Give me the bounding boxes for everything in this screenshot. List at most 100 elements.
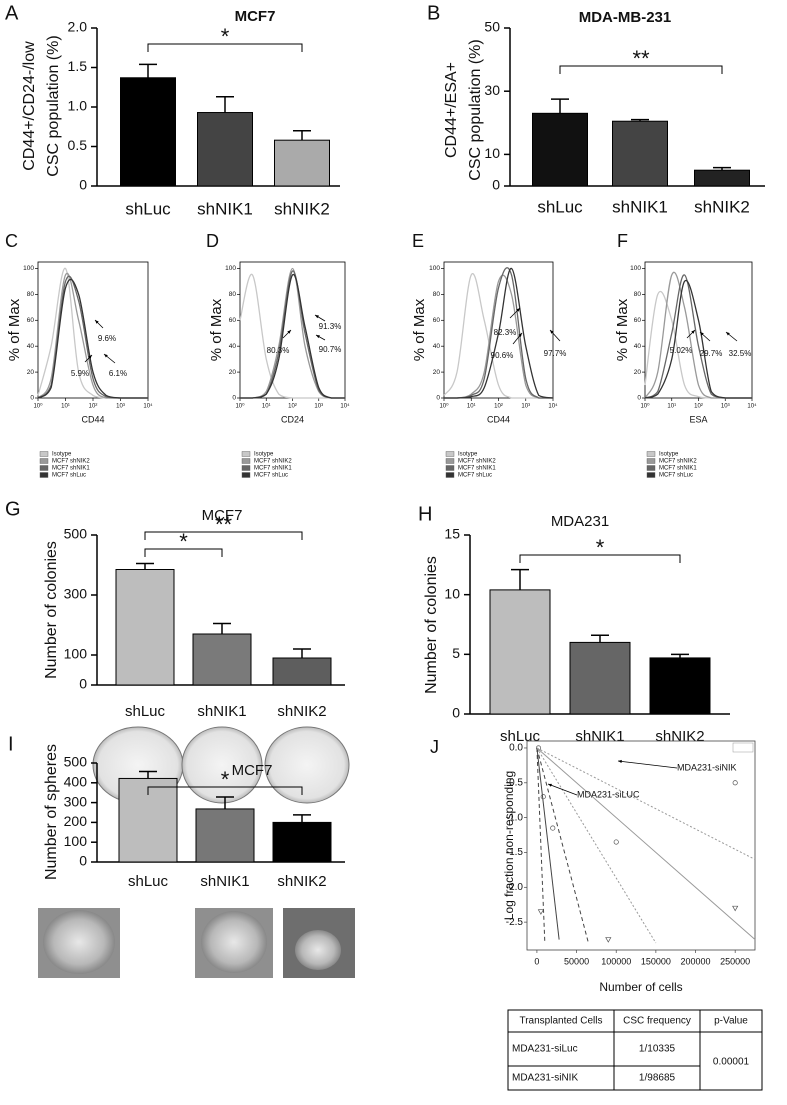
y-axis-label: Log fraction non-responding xyxy=(502,771,516,920)
legend-swatch xyxy=(445,472,455,478)
table-header: p-Value xyxy=(714,1016,748,1027)
plot-frame xyxy=(37,261,149,399)
y-axis-label: % of Max xyxy=(411,298,428,361)
arrow-head xyxy=(315,315,319,319)
y-tick-label: 1.0 xyxy=(68,98,88,114)
annotation: 90.7% xyxy=(319,345,342,354)
panel-letter: I xyxy=(8,733,14,755)
bar xyxy=(272,821,332,863)
legend-label: MCF7 shNIK2 xyxy=(659,459,697,465)
significance-label: ** xyxy=(632,46,650,71)
histogram-curve xyxy=(240,274,345,399)
legend-label: MCF7 shLuc xyxy=(659,473,693,479)
x-axis-label: ESA xyxy=(689,414,707,424)
legend-label: Isotype xyxy=(52,452,72,458)
data-point xyxy=(550,825,556,831)
significance-bracket xyxy=(144,548,223,557)
chart-title: MDA-MB-231 xyxy=(579,9,672,26)
table-header: Transplanted Cells xyxy=(519,1016,602,1027)
y-tick-label: -0.5 xyxy=(506,777,524,788)
x-tick-label: 150000 xyxy=(641,956,671,966)
y-tick-label: 300 xyxy=(64,793,88,809)
fit-line xyxy=(536,747,546,944)
significance-bracket xyxy=(147,786,303,795)
x-tick-label: shNIK2 xyxy=(277,703,326,720)
legend-swatch xyxy=(241,465,251,471)
y-tick-label: 200 xyxy=(64,813,88,829)
plot-frame xyxy=(239,261,346,399)
panel-letter: E xyxy=(412,231,424,251)
legend-swatch xyxy=(646,465,656,471)
legend-swatch xyxy=(646,458,656,464)
x-tick-label: 10² xyxy=(694,404,703,410)
y-axis-label: CD44+/CD24-/low xyxy=(21,41,38,171)
panel-letter: J xyxy=(430,737,439,757)
x-axis-label: CD44 xyxy=(487,414,510,424)
significance-bracket xyxy=(144,531,303,540)
y-tick-label: 0 xyxy=(79,676,87,692)
arrow-head xyxy=(700,332,704,336)
y-tick-label: 10 xyxy=(444,585,460,601)
y-tick-label: 80 xyxy=(433,291,441,298)
annotation: 90.6% xyxy=(491,351,514,360)
frequency-table: Transplanted Cells CSC frequency p-Value… xyxy=(507,1009,763,1091)
arrow-head xyxy=(691,330,695,334)
y-tick-label: 60 xyxy=(27,317,35,324)
arrow-head xyxy=(287,330,291,334)
fit-line xyxy=(536,747,756,860)
table-cell: MDA231-siLuc xyxy=(512,1044,578,1055)
data-point xyxy=(537,909,544,915)
bar xyxy=(612,120,668,187)
histogram-curve xyxy=(239,274,345,399)
x-tick-label: shLuc xyxy=(128,873,169,890)
bar xyxy=(120,77,176,187)
x-tick-label: shNIK2 xyxy=(274,199,330,218)
y-axis-label: Number of spheres xyxy=(43,744,60,880)
y-tick-label: 20 xyxy=(634,369,642,376)
panel-letter: F xyxy=(617,231,628,251)
fit-line xyxy=(536,747,560,940)
fit-line xyxy=(536,747,756,940)
arrow-head xyxy=(95,320,99,324)
legend-swatch xyxy=(39,465,49,471)
annotation: 6.1% xyxy=(109,369,127,378)
x-tick-label: 10² xyxy=(288,404,297,410)
data-point xyxy=(732,780,738,786)
y-tick-label: 80 xyxy=(27,291,35,298)
x-tick-label: shNIK2 xyxy=(694,197,750,216)
y-tick-label: 5 xyxy=(452,645,460,661)
y-tick-label: 2.0 xyxy=(68,19,88,35)
annotation: 82.3% xyxy=(494,328,517,337)
chart-title: MDA231 xyxy=(551,513,609,530)
legend-swatch xyxy=(39,451,49,457)
panel-letter: D xyxy=(206,231,219,251)
significance-bracket xyxy=(147,43,303,52)
y-tick-label: 0.0 xyxy=(509,743,523,754)
annotation: MDA231-siLUC xyxy=(577,789,640,799)
y-tick-label: 500 xyxy=(64,754,88,770)
panel-letter: C xyxy=(5,231,18,251)
legend-box xyxy=(732,742,754,753)
y-tick-label: 0 xyxy=(492,177,500,193)
x-tick-label: 10¹ xyxy=(61,404,70,410)
chart-title: MCF7 xyxy=(202,507,243,524)
legend-label: MCF7 shNIK1 xyxy=(52,466,90,472)
legend-label: Isotype xyxy=(659,452,679,458)
significance-label: * xyxy=(221,24,230,49)
y-tick-label: 100 xyxy=(630,265,641,272)
y-tick-label: 20 xyxy=(27,369,35,376)
x-tick-label: 10¹ xyxy=(667,404,676,410)
annotation: 5.02% xyxy=(670,346,693,355)
legend-label: Isotype xyxy=(254,452,274,458)
histogram-curve xyxy=(443,272,553,399)
y-tick-label: 80 xyxy=(634,291,642,298)
colony-plates xyxy=(92,726,350,804)
y-tick-label: 300 xyxy=(64,586,88,602)
x-tick-label: shNIK1 xyxy=(197,199,253,218)
significance-label: ** xyxy=(215,512,233,537)
legend-swatch xyxy=(646,472,656,478)
panel-letter: A xyxy=(5,2,19,24)
legend-label: MCF7 shLuc xyxy=(458,473,492,479)
data-point xyxy=(535,745,542,751)
annotation: 9.6% xyxy=(98,334,116,343)
